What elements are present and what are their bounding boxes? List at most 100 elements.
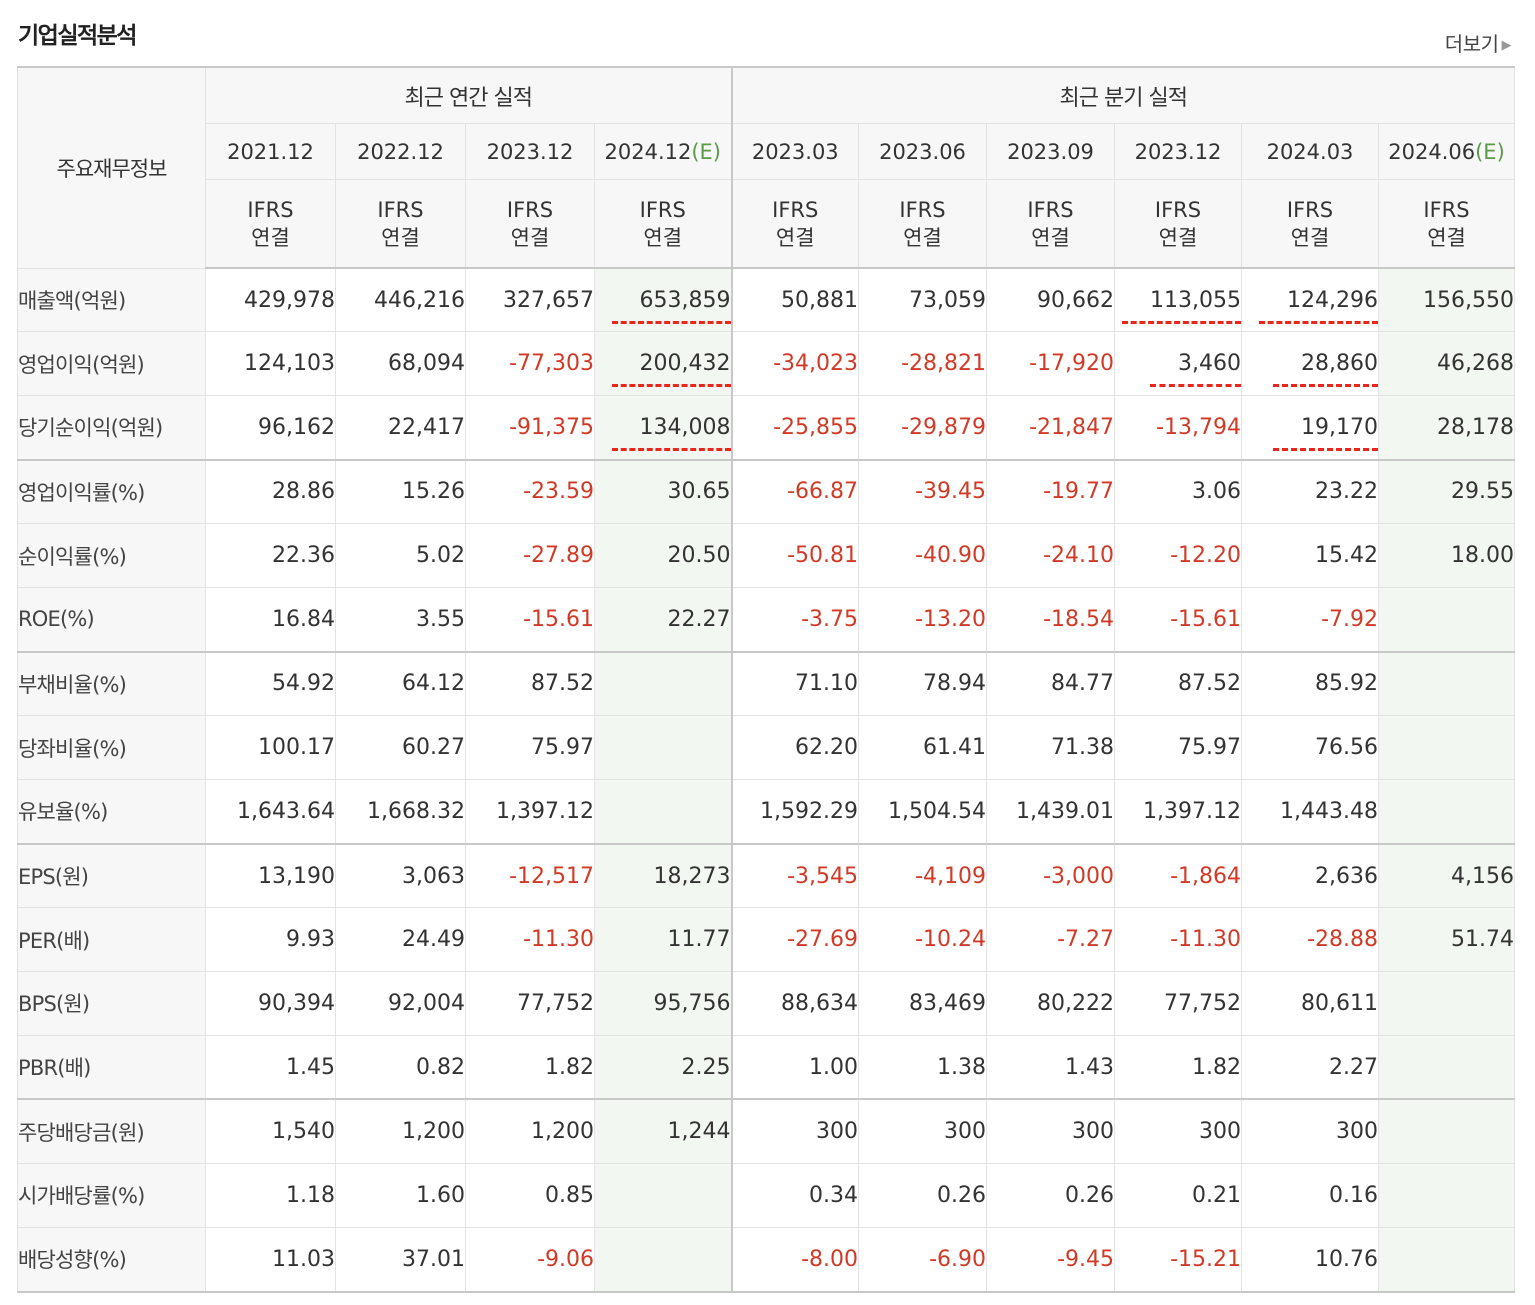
- table-cell: 20.50: [594, 523, 732, 588]
- table-cell: 88,634: [730, 971, 859, 1036]
- cell-value: 18,273: [653, 863, 731, 889]
- cell-value: -15.21: [1170, 1246, 1241, 1272]
- row-label: PER(배): [17, 907, 206, 973]
- cell-value: 100.17: [258, 735, 335, 761]
- period-date: 2023.06: [879, 139, 966, 164]
- table-cell: -7.92: [1241, 586, 1379, 653]
- row-label: 당기순이익(억원): [17, 394, 206, 461]
- table-cell: 1,244: [594, 1098, 732, 1165]
- table-cell: 90,394: [205, 971, 336, 1036]
- table-cell: 90,662: [986, 267, 1115, 333]
- cell-value: 1,540: [272, 1119, 335, 1145]
- table-cell: 1,397.12: [1114, 778, 1242, 845]
- cell-value: 10.76: [1315, 1246, 1378, 1272]
- table-cell: 54.92: [205, 651, 336, 717]
- table-cell: 22.36: [205, 523, 336, 588]
- standard-consolidated: 연결: [775, 225, 815, 250]
- cell-value: 13,190: [258, 863, 335, 889]
- section-title: 기업실적분석: [18, 23, 137, 49]
- table-cell: 0.26: [986, 1163, 1115, 1228]
- cell-value: -11.30: [523, 927, 594, 953]
- cell-value: 0.82: [416, 1054, 465, 1080]
- accounting-standard: IFRS 연결: [1114, 179, 1242, 269]
- highlighted-value: 134,008: [611, 414, 731, 451]
- table-cell: [1377, 1098, 1516, 1165]
- financial-table: 주요재무정보 최근 연간 실적 최근 분기 실적 2021.12 2022.12 2…: [17, 66, 1516, 1293]
- table-cell: [1377, 1034, 1516, 1101]
- table-cell: 50,881: [730, 267, 859, 333]
- standard-header-row: IFRS 연결 IFRS 연결 IFRS 연결 IFRS 연결 IFRS 연결 IFRS 연결 IFRS…: [18, 179, 1516, 269]
- highlighted-value: 200,432: [611, 351, 731, 388]
- standard-consolidated: 연결: [1158, 225, 1198, 250]
- cell-value: 446,216: [374, 287, 465, 313]
- cell-value: 2.25: [681, 1054, 731, 1080]
- table-cell: 327,657: [465, 267, 595, 333]
- cell-value: 64.12: [402, 671, 465, 697]
- cell-value: -27.89: [523, 543, 594, 569]
- table-cell: 61.41: [858, 715, 987, 780]
- table-row: PER(배) 9.93 24.49 -11.30 11.77 -27.69 -10.24 -7…: [17, 907, 1516, 973]
- row-label: 영업이익(억원): [17, 331, 206, 396]
- cell-value: -8.00: [801, 1246, 858, 1272]
- table-cell: 92,004: [335, 971, 466, 1036]
- table-cell: 1,439.01: [986, 778, 1115, 845]
- cell-value: -1,864: [1170, 863, 1241, 889]
- table-cell: 83,469: [858, 971, 987, 1036]
- table-cell: 37.01: [335, 1226, 466, 1293]
- table-cell: 84.77: [986, 651, 1115, 717]
- table-cell: 1,397.12: [465, 778, 595, 845]
- table-cell: -7.27: [986, 907, 1115, 973]
- table-cell: 95,756: [594, 971, 732, 1036]
- cell-value: 15.26: [402, 479, 465, 505]
- table-cell: 9.93: [205, 907, 336, 973]
- more-link[interactable]: 더보기 ▶: [1445, 28, 1512, 57]
- table-cell: 300: [858, 1098, 987, 1165]
- period-header: 2023.09: [986, 123, 1115, 180]
- table-cell: 0.82: [335, 1034, 466, 1101]
- standard-consolidated: 연결: [1290, 225, 1330, 250]
- cell-value: 0.26: [1065, 1182, 1114, 1208]
- table-cell: 16.84: [205, 586, 336, 653]
- table-cell: -25,855: [730, 394, 859, 461]
- highlighted-value: 113,055: [1122, 287, 1241, 324]
- table-cell: 0.16: [1241, 1163, 1379, 1228]
- table-cell: [594, 651, 732, 717]
- cell-value: 22,417: [388, 414, 465, 440]
- cell-value: -9.45: [1057, 1246, 1114, 1272]
- table-cell: 1.18: [205, 1163, 336, 1228]
- cell-value: 0.26: [937, 1182, 986, 1208]
- table-cell: -1,864: [1114, 843, 1242, 909]
- cell-value: -7.27: [1057, 927, 1114, 953]
- cell-value: -3,545: [787, 863, 858, 889]
- cell-value: 1.60: [416, 1182, 465, 1208]
- cell-value: 0.34: [809, 1182, 858, 1208]
- period-header: 2024.12(E): [594, 123, 732, 180]
- table-cell: 134,008: [594, 394, 732, 461]
- standard-ifrs: IFRS: [772, 197, 819, 222]
- cell-value: -34,023: [773, 351, 858, 377]
- cell-value: 88,634: [781, 990, 858, 1016]
- standard-consolidated: 연결: [251, 225, 290, 250]
- table-cell: -11.30: [1114, 907, 1242, 973]
- cell-value: 2.27: [1329, 1054, 1378, 1080]
- cell-value: -13,794: [1156, 414, 1241, 440]
- table-cell: -15.61: [1114, 586, 1242, 653]
- cell-value: 76.56: [1315, 735, 1378, 761]
- table-cell: 22.27: [594, 586, 732, 653]
- table-cell: [594, 715, 732, 780]
- table-cell: -17,920: [986, 331, 1115, 396]
- table-row: EPS(원) 13,190 3,063 -12,517 18,273 -3,545 -4,1…: [17, 843, 1516, 909]
- table-cell: 2.27: [1241, 1034, 1379, 1101]
- table-cell: -66.87: [730, 459, 859, 525]
- cell-value: -39.45: [915, 479, 986, 505]
- table-cell: -9.06: [465, 1226, 595, 1293]
- table-cell: -34,023: [730, 331, 859, 396]
- cell-value: 96,162: [258, 414, 335, 440]
- cell-value: 300: [816, 1119, 858, 1145]
- row-label: 배당성향(%): [17, 1226, 206, 1293]
- cell-value: 77,752: [1164, 990, 1241, 1016]
- period-date: 2021.12: [227, 139, 314, 164]
- cell-value: 80,222: [1037, 990, 1114, 1016]
- table-cell: 11.03: [205, 1226, 336, 1293]
- cell-value: 15.42: [1315, 543, 1378, 569]
